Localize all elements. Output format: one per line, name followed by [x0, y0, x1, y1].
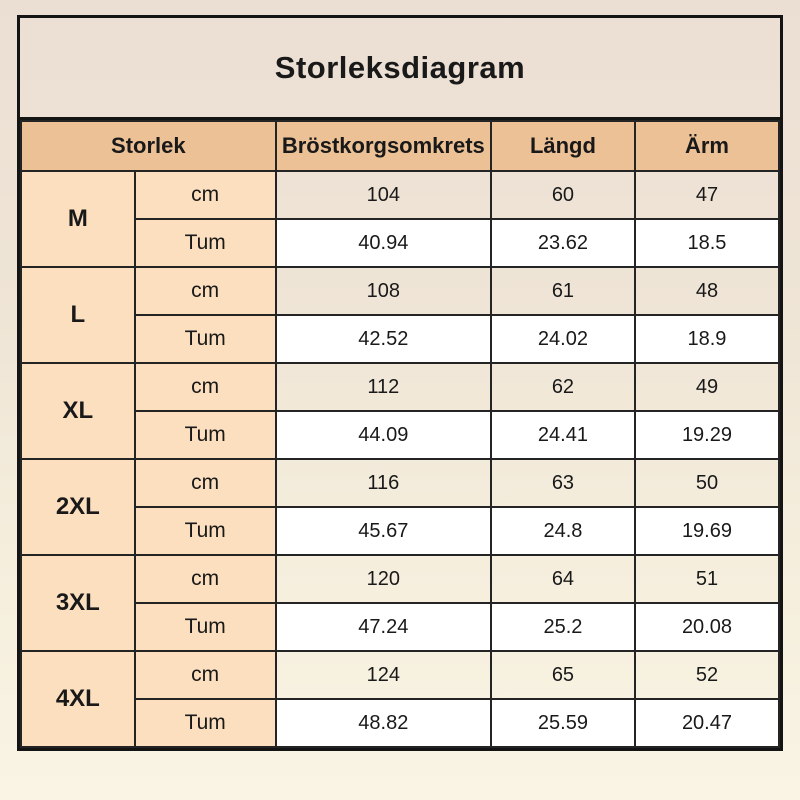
col-header-size: Storlek — [20, 120, 277, 172]
value-cell: 47.24 — [274, 602, 492, 652]
value-cell: 18.5 — [633, 218, 781, 268]
size-cell: XL — [20, 362, 136, 460]
table-row: Tum 42.52 24.02 18.9 — [21, 314, 781, 364]
col-header-arm: Ärm — [633, 120, 781, 172]
unit-cell: Tum — [133, 698, 277, 748]
size-cell: 4XL — [20, 650, 136, 748]
value-cell: 112 — [274, 362, 492, 412]
value-cell: 63 — [489, 458, 636, 508]
value-cell: 24.8 — [489, 506, 636, 556]
value-cell: 40.94 — [274, 218, 492, 268]
value-cell: 108 — [274, 266, 492, 316]
size-table: Storlek Bröstkorgsomkrets Längd Ärm M cm… — [20, 120, 781, 748]
value-cell: 19.69 — [633, 506, 781, 556]
table-row: Tum 47.24 25.2 20.08 — [21, 602, 781, 652]
value-cell: 120 — [274, 554, 492, 604]
unit-cell: Tum — [133, 410, 277, 460]
unit-cell: Tum — [133, 506, 277, 556]
chart-title: Storleksdiagram — [20, 18, 780, 120]
value-cell: 64 — [489, 554, 636, 604]
table-row: L cm 108 61 48 — [20, 266, 781, 364]
value-cell: 45.67 — [274, 506, 492, 556]
unit-cell: cm — [133, 170, 277, 220]
value-cell: 62 — [489, 362, 636, 412]
size-chart-panel: Storleksdiagram Storlek Bröstkorgsomkret… — [17, 15, 783, 751]
table-row: XL cm 112 62 49 — [20, 362, 781, 460]
col-header-length: Längd — [489, 120, 636, 172]
unit-cell: cm — [133, 362, 277, 412]
col-header-chest: Bröstkorgsomkrets — [274, 120, 492, 172]
value-cell: 23.62 — [489, 218, 636, 268]
value-cell: 25.59 — [489, 698, 636, 748]
size-cell: 3XL — [20, 554, 136, 652]
value-cell: 20.08 — [633, 602, 781, 652]
value-cell: 50 — [633, 458, 781, 508]
value-cell: 20.47 — [633, 698, 781, 748]
unit-cell: Tum — [133, 314, 277, 364]
value-cell: 18.9 — [633, 314, 781, 364]
table-row: 2XL cm 116 63 50 — [20, 458, 781, 556]
table-row: Tum 44.09 24.41 19.29 — [21, 410, 781, 460]
unit-cell: cm — [133, 650, 277, 700]
value-cell: 25.2 — [489, 602, 636, 652]
unit-cell: cm — [133, 458, 277, 508]
value-cell: 24.41 — [489, 410, 636, 460]
value-cell: 49 — [633, 362, 781, 412]
unit-cell: cm — [133, 554, 277, 604]
value-cell: 51 — [633, 554, 781, 604]
value-cell: 52 — [633, 650, 781, 700]
unit-cell: cm — [133, 266, 277, 316]
value-cell: 47 — [633, 170, 781, 220]
value-cell: 42.52 — [274, 314, 492, 364]
value-cell: 48.82 — [274, 698, 492, 748]
value-cell: 61 — [489, 266, 636, 316]
size-cell: 2XL — [20, 458, 136, 556]
value-cell: 19.29 — [633, 410, 781, 460]
value-cell: 24.02 — [489, 314, 636, 364]
value-cell: 60 — [489, 170, 636, 220]
table-row: 4XL cm 124 65 52 — [20, 650, 781, 748]
value-cell: 116 — [274, 458, 492, 508]
table-row: 3XL cm 120 64 51 — [20, 554, 781, 652]
table-row: M cm 104 60 47 — [20, 170, 781, 268]
header-row: Storlek Bröstkorgsomkrets Längd Ärm — [20, 120, 781, 172]
size-cell: M — [20, 170, 136, 268]
table-row: Tum 45.67 24.8 19.69 — [21, 506, 781, 556]
value-cell: 65 — [489, 650, 636, 700]
value-cell: 104 — [274, 170, 492, 220]
value-cell: 124 — [274, 650, 492, 700]
size-cell: L — [20, 266, 136, 364]
unit-cell: Tum — [133, 602, 277, 652]
value-cell: 44.09 — [274, 410, 492, 460]
table-row: Tum 48.82 25.59 20.47 — [21, 698, 781, 748]
value-cell: 48 — [633, 266, 781, 316]
unit-cell: Tum — [133, 218, 277, 268]
table-row: Tum 40.94 23.62 18.5 — [21, 218, 781, 268]
